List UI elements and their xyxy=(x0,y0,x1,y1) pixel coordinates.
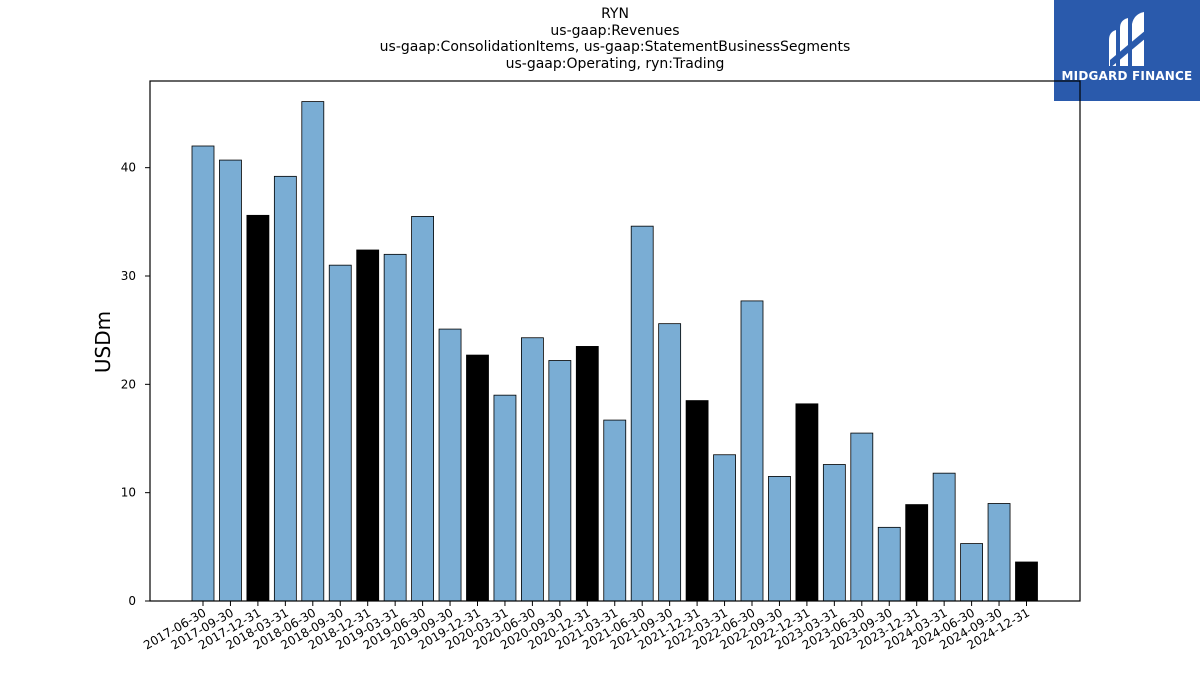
chart-subtitle-axes: us-gaap:ConsolidationItems, us-gaap:Stat… xyxy=(379,39,851,55)
y-axis-label: USDm xyxy=(91,311,115,373)
bar-2020-06-30 xyxy=(521,337,544,602)
bar-2024-09-30 xyxy=(987,503,1011,602)
bar-2018-03-31 xyxy=(273,175,297,602)
x-axis: 2017-06-302017-09-302017-12-312018-03-31… xyxy=(141,601,1032,652)
bar-2022-03-31 xyxy=(713,454,736,602)
bars-group xyxy=(191,101,1038,602)
bar-2024-06-30 xyxy=(960,543,983,602)
bar-2021-09-30 xyxy=(658,323,682,602)
bar-2023-09-30 xyxy=(877,526,901,602)
chart-title: RYN xyxy=(601,6,629,22)
midgard-finance-logo: MIDGARD FINANCE xyxy=(1054,0,1200,101)
bar-2020-09-30 xyxy=(548,360,572,602)
y-tick-label: 40 xyxy=(121,161,136,175)
bar-2019-12-31 xyxy=(466,354,489,602)
y-tick-label: 30 xyxy=(121,269,136,283)
y-axis: 0 10 20 30 40 xyxy=(121,161,150,608)
bar-2018-09-30 xyxy=(328,264,352,602)
bar-2021-06-30 xyxy=(630,225,654,602)
bar-2021-03-31 xyxy=(603,419,627,602)
bar-2018-12-31 xyxy=(356,249,380,602)
bar-2023-06-30 xyxy=(850,432,874,602)
midgard-logo-icon xyxy=(1109,12,1146,68)
bar-2017-12-31 xyxy=(246,214,270,602)
bar-2024-03-31 xyxy=(932,472,956,602)
bar-2020-12-31 xyxy=(575,346,599,602)
chart-subtitle-members: us-gaap:Operating, ryn:Trading xyxy=(505,55,725,72)
bar-2022-12-31 xyxy=(795,403,819,602)
bar-2019-09-30 xyxy=(438,328,462,602)
y-tick-label: 0 xyxy=(128,594,136,608)
bar-2020-03-31 xyxy=(493,394,517,602)
bar-2018-06-30 xyxy=(301,101,325,602)
bar-2023-03-31 xyxy=(822,464,846,602)
y-tick-label: 20 xyxy=(121,377,136,391)
bar-2021-12-31 xyxy=(685,400,709,602)
bar-2017-09-30 xyxy=(219,159,242,602)
bar-2019-03-31 xyxy=(383,253,407,602)
bar-2017-06-30 xyxy=(191,145,215,602)
chart-title-block: RYN us-gaap:Revenues us-gaap:Consolidati… xyxy=(150,6,1080,72)
bar-2022-09-30 xyxy=(768,476,791,602)
bar-2022-06-30 xyxy=(740,300,764,602)
y-tick-label: 10 xyxy=(121,486,136,500)
logo-text: MIDGARD FINANCE xyxy=(1061,69,1193,83)
bar-2019-06-30 xyxy=(411,216,435,602)
bar-2023-12-31 xyxy=(905,504,929,602)
bar-2024-12-31 xyxy=(1015,561,1038,602)
chart-subtitle-concept: us-gaap:Revenues xyxy=(550,22,680,39)
